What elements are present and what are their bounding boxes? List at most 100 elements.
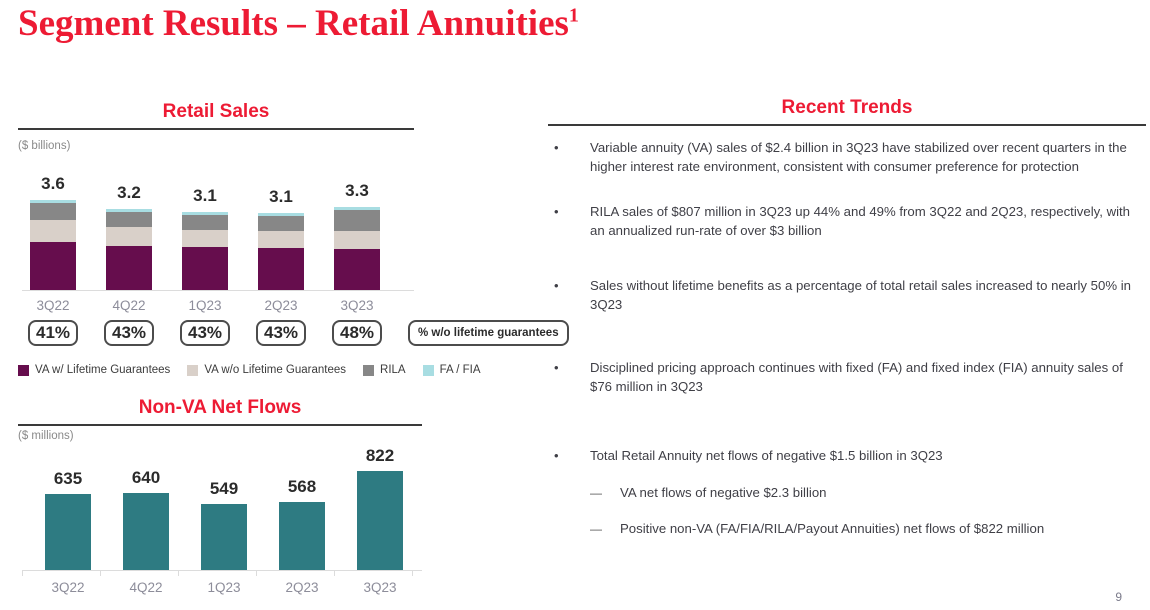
non-va-net-flows-value-label: 635 (53, 469, 83, 488)
non-va-net-flows-bar-2q23 (264, 502, 340, 570)
recent-trends-bullet: Variable annuity (VA) sales of $2.4 bill… (548, 138, 1148, 176)
retail-sales-bar-4q22 (98, 209, 160, 290)
legend-item: VA w/o Lifetime Guarantees (187, 364, 346, 376)
recent-trends-bullet-text: Sales without lifetime benefits as a per… (590, 278, 1131, 312)
retail-sales-panel-header: Retail Sales (18, 100, 414, 130)
non-va-net-flows-tick-mark (256, 570, 257, 576)
non-va-net-flows-tick-mark (334, 570, 335, 576)
page-number: 9 (1115, 590, 1122, 604)
retail-sales-bar-3q23 (326, 207, 388, 290)
recent-trends-bullet-text: Disciplined pricing approach continues w… (590, 360, 1123, 394)
retail-sales-segment-rila (30, 203, 76, 220)
retail-sales-segment-fa-fia (106, 209, 152, 212)
retail-sales-segment-rila (182, 215, 228, 230)
recent-trends-bullet-text: RILA sales of $807 million in 3Q23 up 44… (590, 204, 1131, 238)
pct-without-lifetime-guarantees-badge-3q22: 41% (28, 320, 78, 346)
retail-sales-total-label: 3.1 (193, 186, 217, 205)
retail-sales-axis-line (22, 290, 414, 291)
retail-sales-x-tick-4q22: 4Q22 (112, 298, 146, 313)
legend-swatch-icon (422, 364, 434, 376)
page-title: Segment Results – Retail Annuities1 (18, 2, 579, 45)
retail-sales-segment-va-w-lifetime-guarantees (106, 246, 152, 290)
retail-sales-bar-stack (182, 212, 228, 290)
retail-sales-total-label: 3.1 (269, 187, 293, 206)
page-title-footnote-marker: 1 (568, 4, 579, 27)
recent-trends-bullet-text: Variable annuity (VA) sales of $2.4 bill… (590, 140, 1127, 174)
non-va-net-flows-bar-fill (357, 471, 403, 570)
non-va-net-flows-tick-mark (178, 570, 179, 576)
non-va-net-flows-value-label: 822 (365, 446, 395, 465)
non-va-net-flows-divider (18, 424, 422, 426)
retail-sales-total-label: 3.3 (345, 181, 369, 200)
recent-trends-bullet-list: Variable annuity (VA) sales of $2.4 bill… (548, 138, 1148, 539)
retail-sales-segment-rila (258, 216, 304, 231)
legend-item: FA / FIA (422, 364, 481, 376)
non-va-net-flows-bar-fill (45, 494, 91, 570)
recent-trends-bullet: Sales without lifetime benefits as a per… (548, 276, 1148, 314)
retail-sales-segment-va-w-lifetime-guarantees (182, 247, 228, 290)
non-va-net-flows-x-tick-2q23: 2Q23 (285, 580, 319, 595)
retail-sales-total-label: 3.2 (117, 183, 141, 202)
legend-item: VA w/ Lifetime Guarantees (18, 364, 170, 376)
non-va-net-flows-axis-line (22, 570, 422, 571)
legend-swatch-icon (363, 364, 375, 376)
non-va-net-flows-bar-4q22 (108, 493, 184, 570)
non-va-net-flows-value-label: 640 (131, 468, 161, 487)
retail-sales-units-label: ($ billions) (18, 140, 71, 152)
non-va-net-flows-bar-fill (123, 493, 169, 570)
retail-sales-segment-va-w-lifetime-guarantees (258, 248, 304, 290)
dash-marker-icon (584, 483, 620, 503)
non-va-net-flows-value-label: 568 (287, 477, 317, 496)
retail-sales-segment-va-w-o-lifetime-guarantees (334, 231, 380, 249)
retail-sales-segment-va-w-o-lifetime-guarantees (258, 231, 304, 248)
retail-sales-title: Retail Sales (162, 101, 270, 122)
retail-sales-segment-va-w-o-lifetime-guarantees (30, 220, 76, 242)
retail-sales-legend: VA w/ Lifetime Guarantees VA w/o Lifetime… (18, 364, 498, 376)
pct-without-lifetime-guarantees-caption: % w/o lifetime guarantees (408, 320, 569, 346)
non-va-net-flows-tick-mark (412, 570, 413, 576)
retail-sales-bar-stack (106, 209, 152, 290)
retail-sales-total-label: 3.6 (41, 174, 65, 193)
retail-sales-bar-stack (334, 207, 380, 290)
bullet-marker-icon (548, 358, 590, 396)
non-va-net-flows-bar-3q22 (30, 494, 106, 570)
retail-sales-x-tick-3q22: 3Q22 (36, 298, 70, 313)
retail-sales-segment-va-w-o-lifetime-guarantees (182, 230, 228, 247)
retail-sales-bar-stack (258, 213, 304, 290)
page-title-text: Segment Results – Retail Annuities (18, 3, 569, 44)
recent-trends-bullet-text: Positive non-VA (FA/FIA/RILA/Payout Annu… (620, 521, 1045, 536)
dash-marker-icon (584, 519, 620, 539)
non-va-net-flows-title: Non-VA Net Flows (138, 397, 302, 418)
non-va-net-flows-value-label: 549 (209, 479, 239, 498)
legend-swatch-icon (187, 364, 199, 376)
non-va-net-flows-bar-1q23 (186, 504, 262, 570)
recent-trends-sub-bullet: VA net flows of negative $2.3 billion (548, 483, 1148, 503)
recent-trends-bullet: Disciplined pricing approach continues w… (548, 358, 1148, 396)
pct-without-lifetime-guarantees-badge-1q23: 43% (180, 320, 230, 346)
retail-sales-segment-rila (334, 210, 380, 231)
recent-trends-title: Recent Trends (781, 97, 913, 118)
non-va-net-flows-panel-header: Non-VA Net Flows (18, 396, 422, 426)
legend-item-label: VA w/o Lifetime Guarantees (204, 364, 347, 376)
pct-without-lifetime-guarantees-badge-3q23: 48% (332, 320, 382, 346)
recent-trends-panel-header: Recent Trends (548, 96, 1146, 126)
bullet-marker-icon (548, 446, 590, 465)
non-va-net-flows-x-tick-1q23: 1Q23 (207, 580, 241, 595)
retail-sales-segment-fa-fia (182, 212, 228, 215)
non-va-net-flows-bar-fill (279, 502, 325, 570)
non-va-net-flows-x-tick-3q22: 3Q22 (51, 580, 85, 595)
legend-item: RILA (363, 364, 406, 376)
bullet-marker-icon (548, 138, 590, 176)
bullet-marker-icon (548, 202, 590, 240)
retail-sales-divider (18, 128, 414, 130)
retail-sales-stacked-bar-chart: 3.6 3.2 3.1 3.1 3.3 (22, 168, 412, 290)
non-va-net-flows-bar-3q23 (342, 471, 418, 570)
legend-swatch-icon (18, 364, 29, 376)
retail-sales-segment-va-w-lifetime-guarantees (30, 242, 76, 290)
recent-trends-bullet: RILA sales of $807 million in 3Q23 up 44… (548, 202, 1148, 240)
non-va-net-flows-tick-mark (22, 570, 23, 576)
recent-trends-bullet-text: Total Retail Annuity net flows of negati… (590, 448, 943, 463)
legend-item-label: RILA (380, 364, 406, 376)
retail-sales-segment-rila (106, 212, 152, 227)
retail-sales-bar-3q22 (22, 200, 84, 290)
